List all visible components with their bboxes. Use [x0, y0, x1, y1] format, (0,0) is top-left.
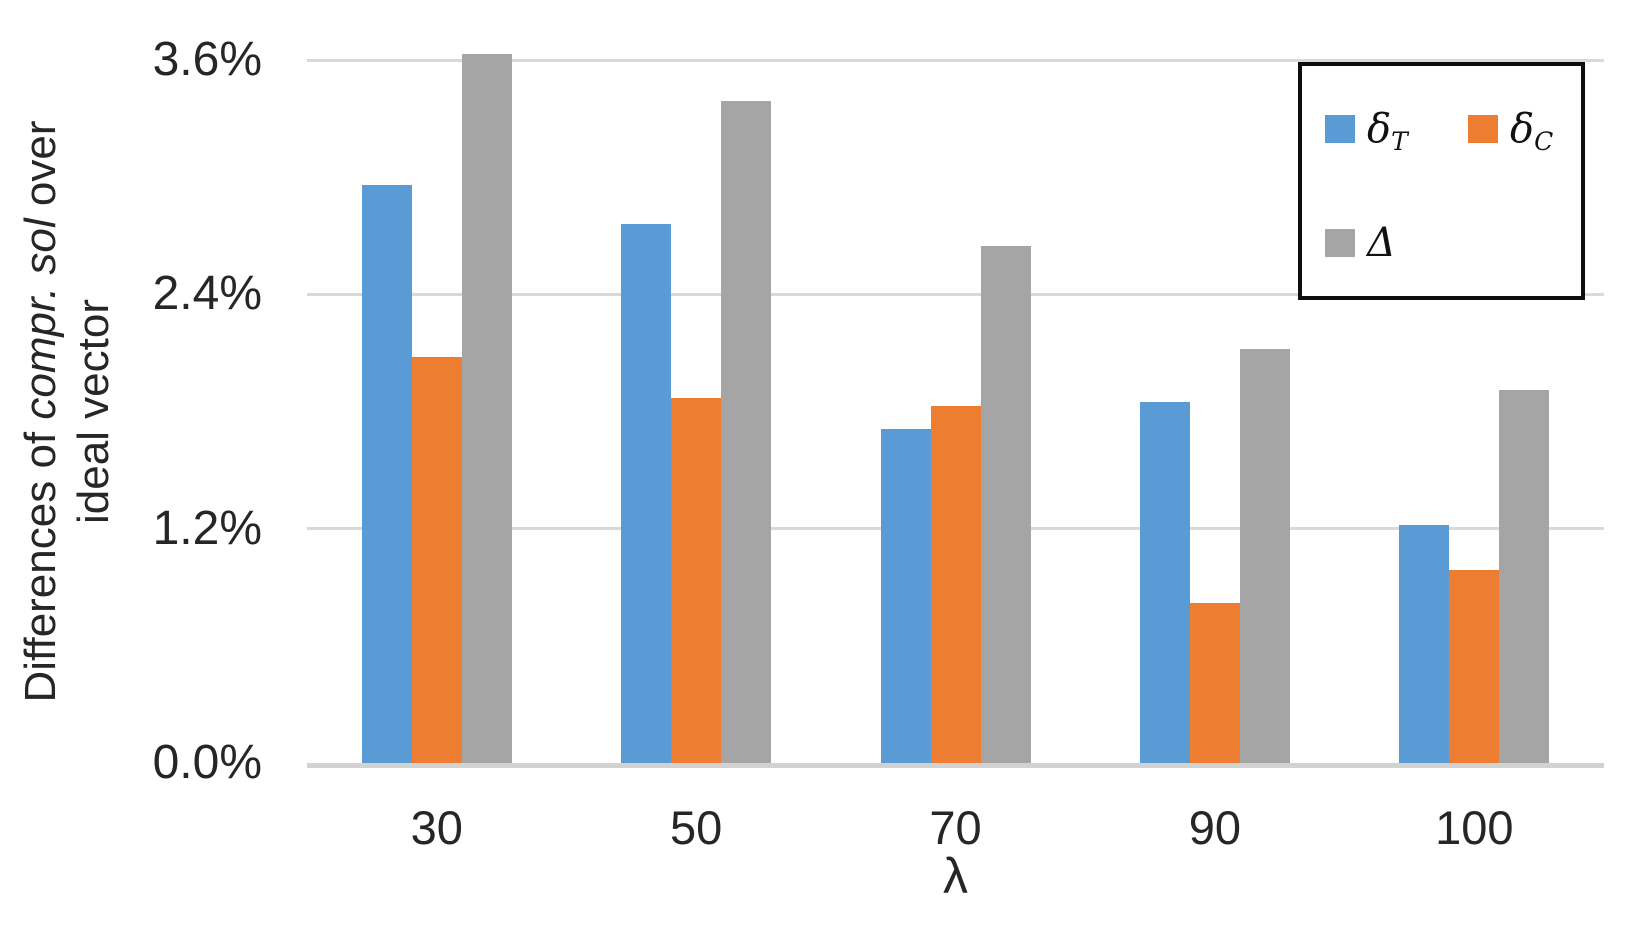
bar-delta-T-100: [1399, 524, 1450, 763]
bar-delta-C-70: [930, 405, 981, 763]
bar-delta-C-50: [671, 397, 722, 763]
x-axis-labels: 30 50 70 90 100: [307, 800, 1604, 856]
bar-delta-C-100: [1449, 569, 1500, 763]
bar-groups: [307, 48, 1604, 763]
legend-item-delta-C: δC: [1468, 106, 1554, 156]
legend-swatch-delta-C: [1468, 115, 1498, 143]
bar-delta-T-50: [621, 224, 672, 763]
bar-Delta-90: [1239, 349, 1290, 763]
bar-delta-C-30: [411, 356, 462, 763]
bar-delta-T-70: [880, 429, 931, 763]
legend-item-delta-T: δT: [1325, 106, 1408, 156]
bar-group-70: [826, 48, 1085, 763]
legend-label-delta-C: δC: [1510, 106, 1554, 156]
legend-label-delta-T: δT: [1367, 106, 1408, 156]
bar-delta-C-90: [1189, 602, 1240, 763]
x-label-30: 30: [410, 801, 463, 854]
x-label-50: 50: [669, 801, 723, 854]
x-label-70: 70: [929, 801, 982, 854]
bar-Delta-30: [461, 54, 512, 763]
bar-Delta-70: [980, 245, 1031, 763]
x-label-90: 90: [1188, 801, 1242, 854]
plot-area: [307, 48, 1604, 768]
legend-swatch-Delta: [1325, 229, 1355, 257]
gridline-2.4%: [307, 292, 1604, 296]
y-tick-3.6%: 3.6%: [152, 33, 262, 86]
y-tick-1.2%: 1.2%: [152, 501, 262, 555]
bar-group-30: [307, 48, 566, 763]
bar-delta-T-90: [1139, 401, 1190, 763]
legend: δT δC Δ: [1298, 62, 1585, 300]
bar-group-90: [1085, 48, 1344, 763]
y-axis-ticks: 0.0% 1.2% 2.4% 3.6%: [0, 33, 262, 789]
bar-group-100: [1345, 48, 1604, 763]
y-tick-0.0%: 0.0%: [152, 736, 262, 789]
bar-Delta-100: [1499, 390, 1550, 763]
bar-delta-T-30: [361, 185, 412, 763]
x-axis-title: λ: [943, 848, 968, 904]
legend-item-Delta: Δ: [1325, 221, 1396, 265]
gridline-0.0%: [307, 763, 1604, 768]
legend-swatch-delta-T: [1325, 115, 1355, 143]
bar-Delta-50: [721, 101, 772, 763]
y-tick-2.4%: 2.4%: [152, 267, 262, 321]
x-label-100: 100: [1435, 801, 1514, 854]
bar-group-50: [566, 48, 825, 763]
gridline-3.6%: [307, 58, 1604, 62]
legend-label-Delta: Δ: [1367, 220, 1396, 266]
